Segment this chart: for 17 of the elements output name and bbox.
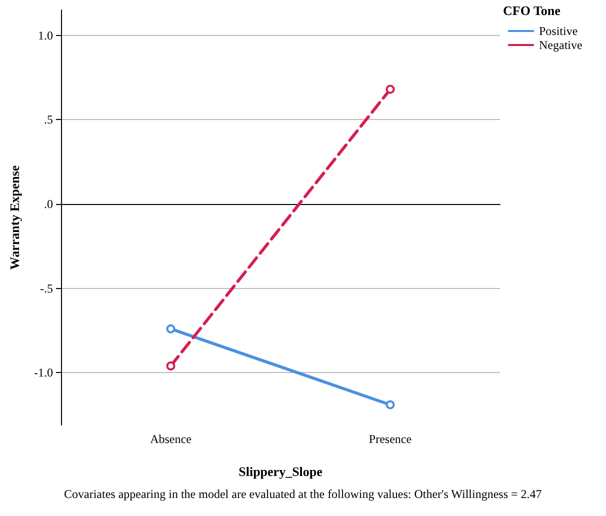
point — [386, 400, 395, 410]
x-tick-label: Absence — [150, 432, 192, 446]
y-tick-label: -.5 — [40, 281, 53, 296]
y-tick-label: .5 — [44, 112, 53, 127]
y-tick-label: -1.0 — [34, 366, 53, 380]
legend-title: CFO Tone — [503, 3, 561, 18]
legend-label: Negative — [539, 38, 582, 52]
y-tick-label: .0 — [44, 197, 53, 212]
text: Covariates appearing in the model are evaluated at the following values: Other's Willingness = 2.47 — [64, 487, 542, 501]
x-axis-title: Slippery_Slope — [238, 464, 323, 479]
x-tick-label: Presence — [368, 432, 412, 446]
point — [386, 84, 395, 94]
y-tick-label: 1.0 — [38, 28, 53, 42]
point — [166, 361, 176, 370]
legend-label: Positive — [539, 24, 578, 38]
y-axis-title: Warranty Expense — [7, 165, 22, 270]
point — [166, 324, 176, 334]
